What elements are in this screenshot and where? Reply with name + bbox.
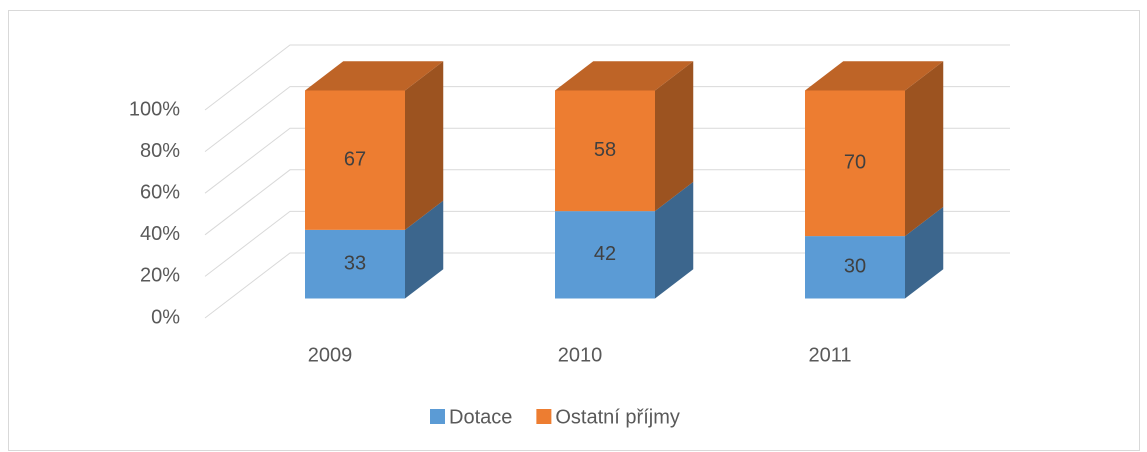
data-label: 33 <box>344 252 366 274</box>
data-label: 30 <box>844 256 866 278</box>
bar-segment <box>805 206 944 299</box>
legend-label: Ostatní příjmy <box>555 406 679 428</box>
legend-label: Dotace <box>449 406 512 428</box>
bar-side <box>655 61 694 212</box>
grid-line <box>204 44 1010 111</box>
grid-line <box>204 169 1010 236</box>
bar-top <box>555 61 694 91</box>
bar-front <box>555 211 655 299</box>
bar-side <box>905 61 944 237</box>
data-label: 42 <box>594 243 616 265</box>
bar-segment <box>805 61 944 237</box>
bar-front <box>805 236 905 299</box>
data-label: 67 <box>344 148 366 170</box>
grid-line <box>204 210 1010 277</box>
bar-segment <box>305 200 444 299</box>
x-tick-label: 2009 <box>308 344 353 366</box>
x-tick-label: 2010 <box>558 344 603 366</box>
bar-segment <box>555 61 694 212</box>
y-tick-label: 80% <box>140 140 180 162</box>
data-label: 58 <box>594 139 616 161</box>
legend-swatch <box>536 409 552 424</box>
data-label: 70 <box>844 152 866 174</box>
bar-segment <box>305 61 444 230</box>
y-tick-label: 60% <box>140 181 180 203</box>
bar-front <box>805 90 905 237</box>
bar-top <box>305 61 444 91</box>
bar-front <box>305 90 405 230</box>
y-tick-label: 20% <box>140 265 180 287</box>
y-tick-label: 40% <box>140 223 180 245</box>
legend-swatch <box>430 409 445 424</box>
bar-segment <box>555 181 694 299</box>
grid-line <box>204 252 1010 319</box>
bar-side <box>405 61 444 230</box>
bar-front <box>305 229 405 299</box>
bar-side <box>905 206 944 299</box>
y-tick-label: 100% <box>129 98 180 120</box>
x-tick-label: 2011 <box>808 344 851 366</box>
grid-line <box>204 127 1010 194</box>
y-tick-label: 0% <box>151 306 180 328</box>
bar-side <box>655 181 694 299</box>
bar-top <box>805 61 944 91</box>
bar-side <box>405 200 444 299</box>
bar-front <box>555 90 655 212</box>
grid-line <box>204 86 1010 152</box>
